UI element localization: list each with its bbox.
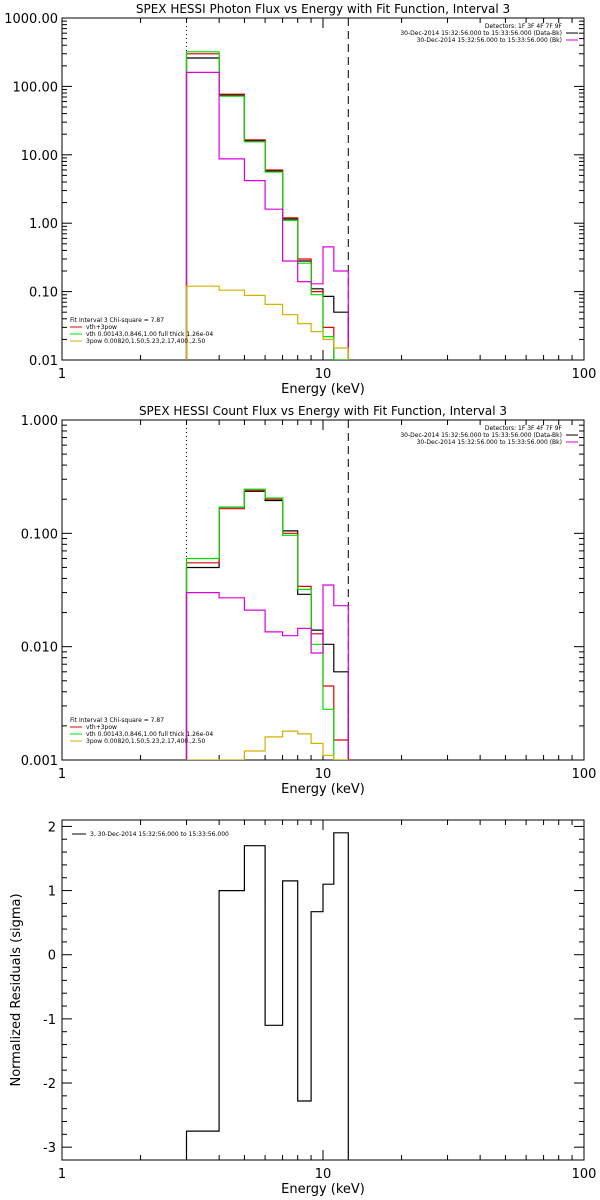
chart-3: 1 10 100 -3 -2 -1 0 1 2 Energy (keV) Normalized Re… (9, 819, 597, 1197)
legend-left-entry: vth 0.00143,0.846,1.00 full thick 1.26e-… (86, 331, 213, 338)
plot-frame (61, 819, 585, 1161)
series-1-line (185, 57, 349, 360)
x-tick-label: 100 (572, 767, 597, 782)
x-tick-label: 100 (572, 367, 597, 382)
y-tick-label: -2 (43, 1077, 56, 1092)
x-axis-label: Energy (keV) (281, 1182, 365, 1197)
y-tick-label: 100.00 (13, 80, 59, 95)
y-tick-label: 2 (48, 820, 56, 835)
y-tick-label: 0.01 (29, 354, 58, 369)
legend-right-entry: 30-Dec-2014 15:32:56.000 to 15:33:56.000… (417, 439, 562, 446)
legend-left-header: Fit Interval 3 Chi-square = 7.87 (70, 317, 164, 324)
series-5-line (186, 730, 349, 760)
chart-1: SPEX HESSI Photon Flux vs Energy with Fi… (4, 2, 596, 397)
x-tick-label: 1 (58, 767, 66, 782)
series-1-line (185, 832, 349, 1160)
y-tick-label: 10.00 (21, 149, 58, 164)
chart-2: SPEX HESSI Count Flux vs Energy with Fit… (21, 404, 597, 797)
y-tick-label: -3 (43, 1141, 56, 1156)
x-axis-label: Energy (keV) (281, 782, 365, 797)
y-tick-label: 0.001 (21, 754, 58, 769)
y-tick-label: 1 (48, 885, 56, 900)
y-tick-label: 0.10 (29, 286, 58, 301)
legend-right-entry: Detectors: 1F 3F 4F 7F 9F (485, 425, 563, 432)
x-tick-label: 1 (58, 1167, 66, 1182)
series-3-line (185, 488, 349, 760)
y-tick-label: 1000.00 (4, 12, 58, 27)
series-4-line (185, 584, 349, 760)
x-tick-label: 10 (315, 767, 332, 782)
series-3-line (185, 51, 349, 360)
series-5-line (185, 285, 349, 360)
series-2-line (185, 53, 349, 360)
chart-title: SPEX HESSI Count Flux vs Energy with Fit… (139, 404, 507, 418)
legend-left-header: Fit Interval 3 Chi-square = 7.87 (70, 717, 164, 724)
series-2-line (185, 489, 349, 760)
x-axis-label: Energy (keV) (281, 382, 365, 397)
legend-left-entry: 3pow 0.00820,1.50,5.23,2.17,400.,2.50 (86, 738, 205, 745)
y-tick-label: 0 (48, 949, 56, 964)
x-tick-label: 100 (572, 1167, 597, 1182)
x-tick-label: 10 (315, 1167, 332, 1182)
y-tick-label: 1.00 (29, 217, 58, 232)
y-tick-label: 1.000 (21, 414, 58, 429)
legend-entry: 3, 30-Dec-2014 15:32:56.000 to 15:33:56.… (90, 831, 229, 838)
y-axis-label: Normalized Residuals (sigma) (9, 893, 24, 1086)
legend-right-entry: Detectors: 1F 3F 4F 7F 9F (485, 23, 563, 30)
legend-left-entry: vth+3pow (86, 324, 117, 331)
legend-right-entry: 30-Dec-2014 15:32:56.000 to 15:33:56.000… (400, 432, 562, 439)
legend-left-entry: 3pow 0.00820,1.50,5.23,2.17,400.,2.50 (86, 338, 205, 345)
legend-left-entry: vth+3pow (86, 724, 117, 731)
legend-right-entry: 30-Dec-2014 15:32:56.000 to 15:33:56.000… (417, 37, 562, 44)
x-tick-label: 10 (315, 367, 332, 382)
y-tick-label: -1 (43, 1013, 56, 1028)
y-tick-label: 0.010 (21, 641, 58, 656)
y-tick-label: 0.100 (21, 527, 58, 542)
series-1-line (185, 490, 349, 760)
chart-title: SPEX HESSI Photon Flux vs Energy with Fi… (136, 2, 510, 16)
legend-left-entry: vth 0.00143,0.846,1.00 full thick 1.26e-… (86, 731, 213, 738)
legend-right-entry: 30-Dec-2014 15:32:56.000 to 15:33:56.000… (400, 30, 562, 37)
series-4-line (185, 71, 349, 360)
x-tick-label: 1 (58, 367, 66, 382)
